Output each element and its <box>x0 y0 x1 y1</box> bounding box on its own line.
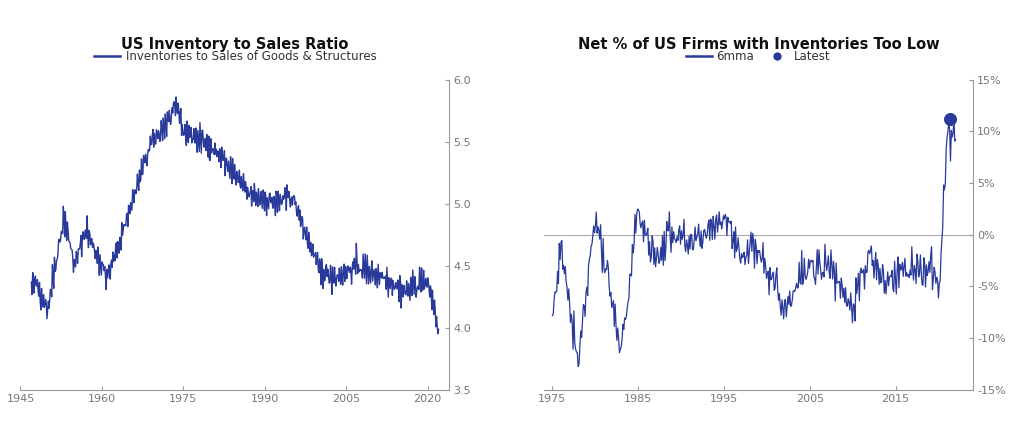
Legend: 6mma, Latest: 6mma, Latest <box>681 45 836 68</box>
Point <box>941 116 957 123</box>
Title: US Inventory to Sales Ratio: US Inventory to Sales Ratio <box>121 37 348 52</box>
Legend: Inventories to Sales of Goods & Structures: Inventories to Sales of Goods & Structur… <box>89 45 381 68</box>
Title: Net % of US Firms with Inventories Too Low: Net % of US Firms with Inventories Too L… <box>578 37 939 52</box>
